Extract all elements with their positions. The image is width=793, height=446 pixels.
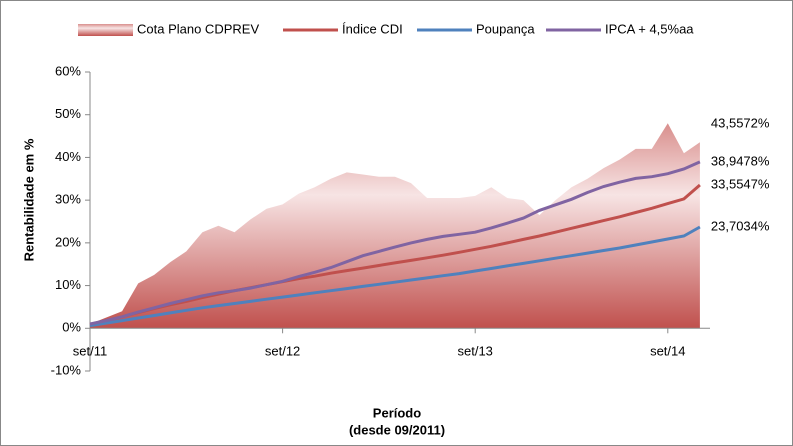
line [89,225,701,328]
y-tick-label: 60% [55,63,81,78]
legend-label: Cota Plano CDPREV [137,21,259,36]
legend-label: Poupança [476,21,535,36]
y-tick-label: 40% [55,149,81,164]
value-label: 23,7034% [711,218,770,233]
x-tick-label: set/14 [650,344,685,359]
y-tick-label: 50% [55,106,81,121]
y-tick-label: 10% [55,277,81,292]
x-axis-label: Período [373,405,421,420]
value-label: 33,5547% [711,176,770,191]
y-axis-label: Rentabilidade em % [21,138,36,261]
legend-label: IPCA + 4,5%aa [605,21,694,36]
y-tick-label: 30% [55,192,81,207]
x-tick-label: set/11 [73,344,107,359]
y-tick-label: 20% [55,234,81,249]
y-tick-label: -10% [51,362,82,377]
x-axis-note: (desde 09/2011) [349,422,445,437]
line [89,160,701,326]
value-label: 43,5572% [711,116,770,131]
legend-label: Índice CDI [342,21,403,36]
x-tick-label: set/13 [457,344,492,359]
y-tick-label: 0% [62,320,81,335]
x-tick-label: set/12 [265,344,300,359]
line [89,183,701,326]
legend-swatch [78,24,133,36]
value-label: 38,9478% [711,153,770,168]
area [90,123,700,329]
